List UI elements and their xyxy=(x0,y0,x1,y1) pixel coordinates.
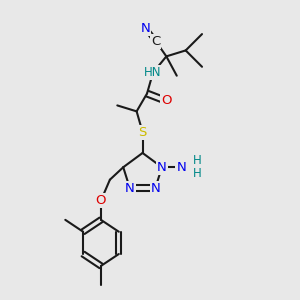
Text: O: O xyxy=(161,94,172,107)
Text: N: N xyxy=(157,161,167,174)
Text: N: N xyxy=(176,161,186,174)
Text: N: N xyxy=(141,22,150,34)
Text: N: N xyxy=(125,182,135,194)
Text: H: H xyxy=(193,167,202,180)
Text: N: N xyxy=(151,182,160,194)
Text: S: S xyxy=(138,126,147,139)
Text: O: O xyxy=(96,194,106,207)
Text: C: C xyxy=(151,35,160,48)
Text: H: H xyxy=(193,154,202,167)
Text: HN: HN xyxy=(144,66,162,79)
